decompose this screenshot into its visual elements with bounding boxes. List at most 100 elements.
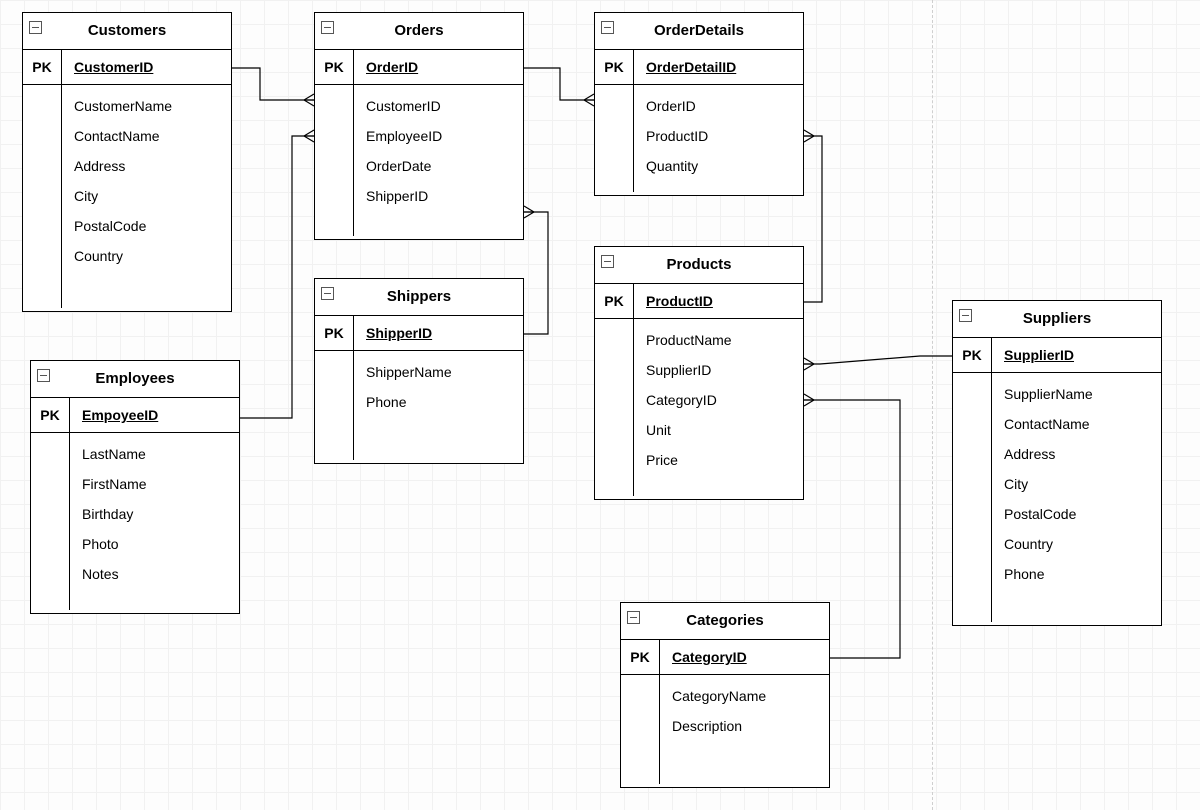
pk-field: SupplierID [992, 338, 1161, 372]
collapse-icon[interactable] [321, 287, 334, 300]
edge-suppliers-products [804, 356, 952, 364]
field-item: Quantity [646, 151, 791, 181]
collapse-icon[interactable] [601, 21, 614, 34]
fields-gutter [595, 319, 634, 496]
collapse-icon[interactable] [321, 21, 334, 34]
collapse-icon[interactable] [959, 309, 972, 322]
entity-title: Customers [23, 13, 231, 50]
field-item: OrderDate [366, 151, 511, 181]
field-item: SupplierID [646, 355, 791, 385]
fields-list: CustomerIDEmployeeIDOrderDateShipperID [354, 85, 523, 236]
field-item: Birthday [82, 499, 227, 529]
entity-title-text: Customers [88, 22, 166, 39]
field-item: LastName [82, 439, 227, 469]
fields-list: CategoryNameDescription [660, 675, 829, 784]
field-item: FirstName [82, 469, 227, 499]
pk-label: PK [595, 284, 634, 318]
field-item: CategoryID [646, 385, 791, 415]
field-item: ProductName [646, 325, 791, 355]
field-item: Description [672, 711, 817, 741]
field-item: ShipperID [366, 181, 511, 211]
field-item: PostalCode [74, 211, 219, 241]
field-item: ProductID [646, 121, 791, 151]
field-item: Unit [646, 415, 791, 445]
fields-gutter [315, 351, 354, 460]
edge-shippers-orders [524, 212, 548, 334]
entity-employees[interactable]: Employees PKEmpoyeeID LastNameFirstNameBir… [30, 360, 240, 614]
pk-row: PKOrderDetailID [595, 50, 803, 85]
pk-row: PKCategoryID [621, 640, 829, 675]
entity-orders[interactable]: OrdersPKOrderIDCustomerIDEmployeeIDOrder… [314, 12, 524, 240]
entity-title: Suppliers [953, 301, 1161, 338]
field-item: ShipperName [366, 357, 511, 387]
entity-suppliers[interactable]: SuppliersPKSupplierIDSupplierNameContact… [952, 300, 1162, 626]
field-item: CustomerID [366, 91, 511, 121]
field-item: Country [74, 241, 219, 271]
entity-customers[interactable]: CustomersPKCustomerIDCustomerNameContact… [22, 12, 232, 312]
edge-customers-orders [232, 68, 314, 100]
field-item: Phone [366, 387, 511, 417]
entity-title: Products [595, 247, 803, 284]
field-item: EmployeeID [366, 121, 511, 151]
pk-field: ProductID [634, 284, 803, 318]
field-item: City [1004, 469, 1149, 499]
fields-list: CustomerNameContactNameAddressCityPostal… [62, 85, 231, 308]
fields-gutter [621, 675, 660, 784]
pk-label: PK [621, 640, 660, 674]
entity-title: Categories [621, 603, 829, 640]
field-item: OrderID [646, 91, 791, 121]
pk-row: PKEmpoyeeID [31, 398, 239, 433]
pk-field: OrderDetailID [634, 50, 803, 84]
field-item: Country [1004, 529, 1149, 559]
field-item: SupplierName [1004, 379, 1149, 409]
entity-title: OrderDetails [595, 13, 803, 50]
pk-label: PK [953, 338, 992, 372]
pk-label: PK [595, 50, 634, 84]
edge-products-orderdetails [804, 136, 822, 302]
edge-employees-orders [240, 136, 314, 418]
entity-categories[interactable]: CategoriesPKCategoryIDCategoryNameDescri… [620, 602, 830, 788]
pk-field: OrderID [354, 50, 523, 84]
field-item: Notes [82, 559, 227, 589]
pk-row: PKOrderID [315, 50, 523, 85]
collapse-icon[interactable] [29, 21, 42, 34]
fields-list: SupplierNameContactNameAddressCityPostal… [992, 373, 1161, 622]
entity-title-text: Orders [394, 22, 443, 39]
pk-row: PKShipperID [315, 316, 523, 351]
fields-gutter [953, 373, 992, 622]
entity-title-text: Shippers [387, 288, 451, 305]
collapse-icon[interactable] [37, 369, 50, 382]
fields-gutter [23, 85, 62, 308]
pk-field: CustomerID [62, 50, 231, 84]
edge-orders-orderdetails [524, 68, 594, 100]
entity-title: Orders [315, 13, 523, 50]
field-item: Address [1004, 439, 1149, 469]
entity-title: Shippers [315, 279, 523, 316]
field-item: ContactName [74, 121, 219, 151]
entity-title: Employees [31, 361, 239, 398]
entity-shippers[interactable]: Shippers PKShipperID ShipperNamePhone [314, 278, 524, 464]
entity-title-text: Products [666, 256, 731, 273]
collapse-icon[interactable] [627, 611, 640, 624]
entity-products[interactable]: Products PKProductID ProductNameSupplierID… [594, 246, 804, 500]
entity-title-text: Employees [95, 370, 174, 387]
field-item: Photo [82, 529, 227, 559]
entity-title-text: OrderDetails [654, 22, 744, 39]
field-item: CategoryName [672, 681, 817, 711]
entity-orderdetails[interactable]: OrderDetailsPKOrderDetailIDOrderIDProduc… [594, 12, 804, 196]
pk-field: CategoryID [660, 640, 829, 674]
field-item: Phone [1004, 559, 1149, 589]
entity-title-text: Suppliers [1023, 310, 1091, 327]
pk-row: PKSupplierID [953, 338, 1161, 373]
pk-row: PKProductID [595, 284, 803, 319]
fields-list: OrderIDProductIDQuantity [634, 85, 803, 192]
pk-field: ShipperID [354, 316, 523, 350]
collapse-icon[interactable] [601, 255, 614, 268]
field-item: PostalCode [1004, 499, 1149, 529]
field-item: CustomerName [74, 91, 219, 121]
fields-gutter [31, 433, 70, 610]
erd-canvas: CustomersPKCustomerIDCustomerNameContact… [0, 0, 1200, 810]
field-item: ContactName [1004, 409, 1149, 439]
page-divider [932, 0, 933, 810]
fields-gutter [315, 85, 354, 236]
